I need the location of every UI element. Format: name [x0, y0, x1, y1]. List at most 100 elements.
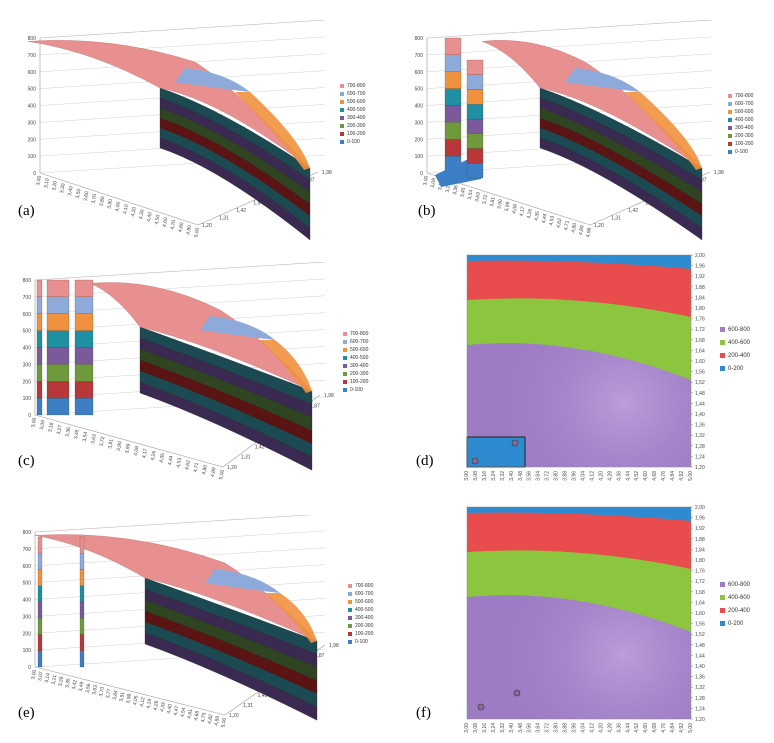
x-tick-label: 3,72 — [545, 723, 551, 733]
y-tick-label: 1,28 — [695, 444, 705, 450]
legend-item: 700-800 — [343, 330, 368, 338]
y-tick-label: 1,42 — [236, 208, 246, 214]
legend-swatch — [340, 140, 344, 144]
y-tick-label: 1,36 — [695, 675, 705, 681]
x-tick-label: 3,48 — [518, 723, 524, 733]
x-tick-label: 4,76 — [661, 471, 667, 481]
legend-swatch — [340, 92, 344, 96]
z-tick-label: 700 — [23, 547, 32, 553]
surface-band — [159, 137, 311, 241]
z-tick-label: 100 — [28, 154, 37, 160]
z-tick-label: 0 — [28, 413, 31, 419]
y-tick-label: 1,44 — [695, 653, 705, 659]
pillar-segment — [46, 364, 70, 382]
legend-label: 300-400 — [355, 615, 374, 621]
x-tick-label: 3,00 — [30, 669, 38, 680]
x-tick-label: 3,10 — [43, 178, 51, 189]
y-tick-label: 1,92 — [695, 274, 705, 280]
x-tick-label: 4,54 — [180, 707, 188, 718]
legend-label: 200-300 — [735, 133, 754, 139]
legend-label: 700-800 — [735, 93, 754, 99]
pillar-segment — [466, 104, 484, 120]
legend-item: 0-100 — [343, 386, 368, 394]
legend-label: 600-700 — [735, 101, 754, 107]
legend-label: 600-700 — [355, 591, 374, 597]
x-tick-label: 4,19 — [146, 698, 154, 709]
x-tick-label: 4,80 — [571, 222, 579, 233]
x-tick-label: 3,45 — [459, 187, 467, 198]
x-tick-label: 3,54 — [467, 189, 475, 200]
z-tick-label: 800 — [28, 36, 37, 42]
y-tick-label: 1,40 — [695, 412, 705, 418]
x-tick-label: 4,84 — [670, 723, 676, 733]
y-tick-label: 1,98 — [322, 170, 332, 176]
legend-item: 500-600 — [348, 598, 373, 606]
pillar-segment — [79, 569, 85, 586]
surface-cap-500-600 — [265, 593, 317, 643]
surface-chart-a: 0 100 200 300 400 500 600 700 800 3,00 3,10 3,20 3,3… — [28, 20, 332, 241]
pillar-segment — [74, 398, 94, 416]
x-tick-label: 4,76 — [661, 723, 667, 733]
pillar-segment — [79, 650, 85, 668]
legend-label: 500-600 — [355, 599, 374, 605]
legend-label: 700-800 — [350, 331, 369, 337]
legend-swatch — [728, 134, 732, 138]
x-tick-label: 3,45 — [73, 429, 81, 440]
z-tick-label: 400 — [23, 346, 32, 352]
legend-label: 200-300 — [347, 123, 366, 129]
legend-swatch — [348, 632, 352, 636]
legend-swatch — [728, 126, 732, 130]
pillar-segment — [37, 634, 43, 651]
panel-label-a: (a) — [18, 203, 35, 219]
legend-swatch — [348, 624, 352, 628]
x-tick-label: 4,60 — [643, 723, 649, 733]
pillar-segment — [46, 279, 70, 297]
legend-label: 600-700 — [350, 339, 369, 345]
x-tick-label: 4,28 — [607, 471, 613, 481]
pillar-segment — [466, 74, 484, 90]
legend-item: 400-600 — [720, 591, 750, 604]
legend-label: 400-500 — [735, 117, 754, 123]
y-tick-label: 1,72 — [695, 579, 705, 585]
legend-swatch — [343, 348, 347, 352]
legend-swatch — [343, 332, 347, 336]
y-tick-label: 1,52 — [695, 380, 705, 386]
legend-label: 400-500 — [355, 607, 374, 613]
x-tick-label: 4,84 — [670, 471, 676, 481]
panel-f: 2,00 1,96 1,92 1,88 1,84 1,80 1,76 1,72 1,68 1,64… — [463, 505, 713, 737]
x-tick-label: 4,62 — [556, 218, 564, 229]
legend-swatch — [340, 132, 344, 136]
y-tick-label: 1,87 — [315, 653, 325, 659]
surface-band — [139, 381, 313, 471]
y-tick-label: 1,98 — [329, 643, 339, 649]
pillar-segment — [46, 381, 70, 399]
x-tick-label: 4,30 — [138, 209, 146, 220]
x-tick-label: 3,00 — [464, 723, 470, 733]
plot-border — [466, 254, 692, 468]
y-tick-label: 1,20 — [227, 465, 237, 471]
x-tick-label: 4,60 — [643, 471, 649, 481]
z-tick-label: 600 — [28, 70, 37, 76]
x-tick-label: 4,26 — [526, 208, 534, 219]
legend-item: 600-800 — [720, 323, 750, 336]
pillar-segment — [79, 634, 85, 651]
y-tick-label: 1,24 — [695, 454, 705, 460]
x-tick-label: 4,71 — [193, 462, 201, 473]
y-tick-label: 1,32 — [695, 685, 705, 691]
hole-marker — [513, 689, 521, 697]
x-tick-label: 4,92 — [679, 723, 685, 733]
pillar-segment — [36, 364, 43, 382]
y-tick-label: 1,42 — [255, 444, 265, 450]
legend-item: 400-500 — [340, 106, 365, 114]
back-top-edge — [34, 262, 326, 281]
x-tick-label: 3,35 — [64, 678, 72, 689]
z-tick-label: 700 — [415, 53, 424, 59]
panel-c: 0 100 200 300 400 500 600 700 800 3,00 3,09 3,18 3,2… — [0, 262, 340, 487]
legend-swatch — [348, 640, 352, 644]
surface-band — [144, 632, 318, 721]
legend-swatch — [728, 150, 732, 154]
y-tick-label: 1,44 — [695, 401, 705, 407]
plot-area: 2,00 1,96 1,92 1,88 1,84 1,80 1,76 1,72 1,68 1,64… — [464, 253, 705, 481]
legend-swatch — [728, 102, 732, 106]
